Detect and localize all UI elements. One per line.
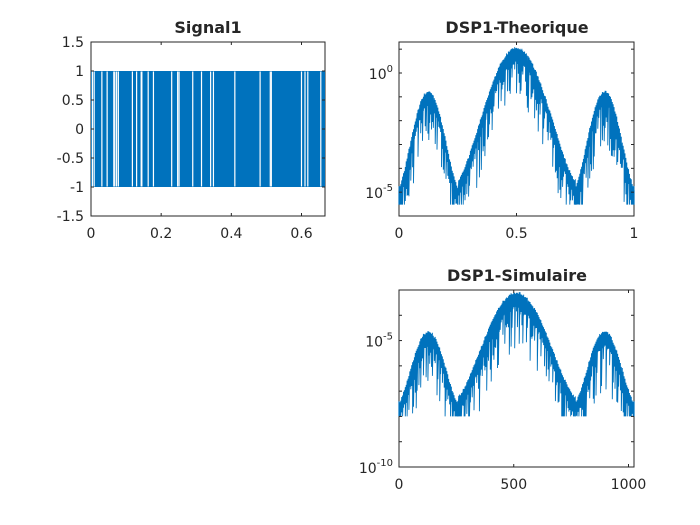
signal-level-gap: [116, 71, 118, 187]
chart-title: Signal1: [174, 18, 241, 37]
x-tick-label: 0.5: [505, 226, 527, 242]
plot-area: [91, 71, 325, 187]
y-tick-label: -1.5: [57, 209, 84, 225]
x-tick-label: 0.2: [150, 226, 172, 242]
signal-level-gap: [210, 71, 212, 187]
plot-area: [398, 47, 635, 205]
signal-level-gap: [304, 71, 306, 187]
signal-level-gap: [234, 71, 236, 187]
subplot-signal1: Signal1 0 0.2 0.4 0.6 -1.5 -1 -0.5 0 0.5 1 1.5: [57, 18, 326, 242]
axes-box: [398, 289, 635, 468]
signal-level-gap: [200, 71, 203, 187]
y-tick-label: 0.5: [62, 93, 84, 109]
y-tick-label: 10-5: [365, 183, 393, 202]
y-tick-label: 10-5: [365, 332, 393, 351]
y-tick-label: 100: [369, 64, 393, 83]
signal-trace: [91, 71, 325, 187]
signal-level-gap: [136, 71, 138, 187]
signal-level-gap: [101, 71, 103, 187]
signal-level-gap: [300, 71, 303, 187]
signal-level-gap: [178, 71, 180, 187]
signal-level-gap: [147, 71, 149, 187]
signal-level-gap: [114, 71, 116, 187]
signal-level-gap: [269, 71, 271, 187]
tick-area: 0 0.5 1 100 10-5: [365, 42, 638, 242]
signal-level-gap: [177, 71, 179, 187]
subplot-dsp1-theorique: DSP1-Theorique 0 0.5 1 100 10-5: [365, 18, 638, 242]
x-tick-label: 1: [630, 226, 639, 242]
x-tick-label: 500: [500, 477, 527, 493]
spectrum-trace: [398, 47, 635, 205]
signal-level-gap: [131, 71, 133, 187]
tick-area: 0 0.2 0.4 0.6 -1.5 -1 -0.5 0 0.5 1 1.5: [57, 35, 325, 242]
signal-level-gap: [320, 71, 322, 187]
chart-title: DSP1-Simulaire: [447, 266, 587, 285]
x-tick-label: 0.4: [220, 226, 242, 242]
y-tick-label: -0.5: [57, 151, 84, 167]
signal-level-gap: [93, 71, 95, 187]
signal-level-gap: [270, 71, 272, 187]
signal-level-gap: [171, 71, 173, 187]
y-tick-label: 0: [75, 122, 84, 138]
y-tick-label: 10-10: [359, 458, 393, 477]
signal-level-gap: [212, 71, 215, 187]
signal-level-gap: [117, 71, 119, 187]
signal-level-gap: [192, 71, 194, 187]
signal-level-gap: [106, 71, 108, 187]
x-tick-label: 0.6: [290, 226, 312, 242]
y-tick-label: 1: [75, 64, 84, 80]
signal-level-gap: [141, 71, 143, 187]
subplot-dsp1-simulaire: DSP1-Simulaire 0 500 1000 10-5 10-10: [359, 266, 646, 493]
x-tick-label: 0: [395, 226, 404, 242]
tick-area: 0 500 1000 10-5 10-10: [359, 289, 647, 493]
x-tick-label: 1000: [611, 477, 647, 493]
signal-level-gap: [259, 71, 261, 187]
chart-title: DSP1-Theorique: [445, 18, 588, 37]
spectrum-trace: [398, 292, 635, 417]
signal-level-gap: [307, 71, 309, 187]
signal-level-gap: [140, 71, 142, 187]
signal-level-gap: [113, 71, 115, 187]
y-tick-label: -1: [70, 180, 84, 196]
plot-area: [398, 292, 635, 417]
x-tick-label: 0: [87, 226, 96, 242]
signal-level-gap: [152, 71, 155, 187]
y-tick-label: 1.5: [62, 35, 84, 51]
x-tick-label: 0: [395, 477, 404, 493]
